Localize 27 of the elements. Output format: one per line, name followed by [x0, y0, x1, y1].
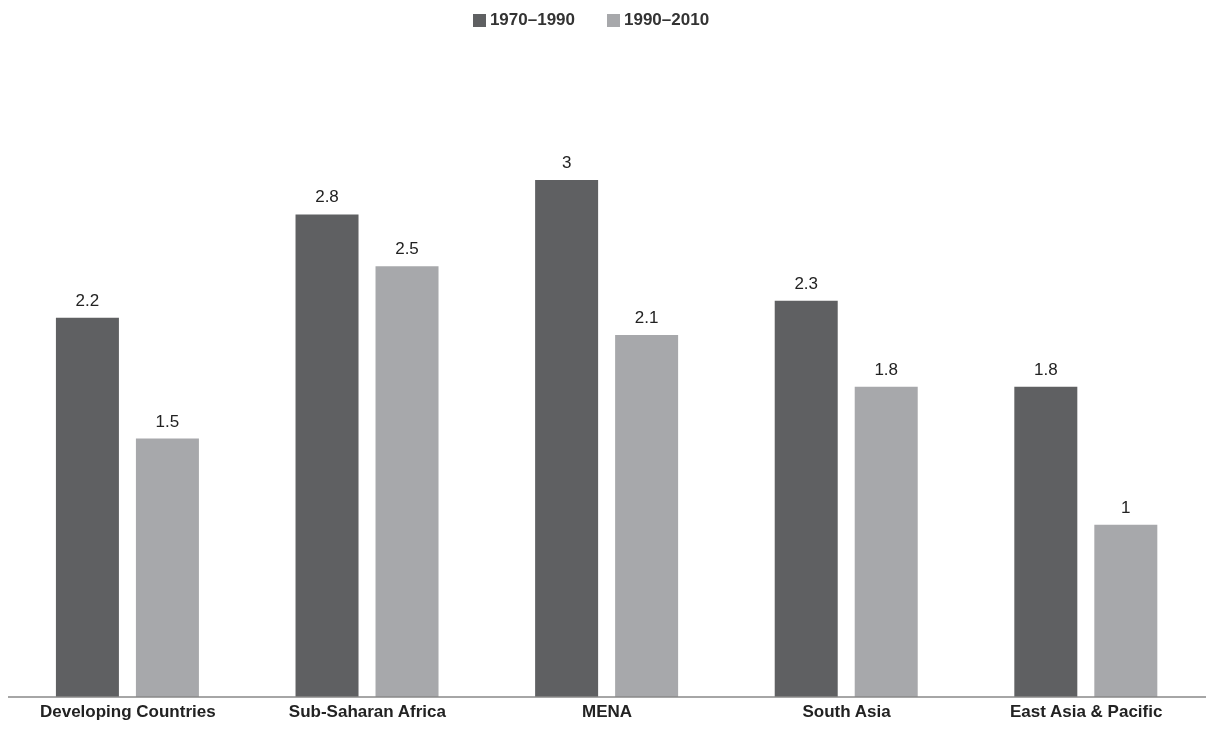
bar [615, 335, 679, 697]
data-label: 1.8 [874, 359, 899, 379]
data-label: 3 [561, 153, 572, 172]
data-label: 1.5 [155, 411, 180, 431]
bar [854, 386, 918, 697]
bar [55, 317, 119, 697]
bar [295, 214, 359, 697]
x-tick-label: Sub-Saharan Africa [288, 702, 447, 722]
x-tick-label: South Asia [802, 702, 892, 722]
x-tick-label: MENA [581, 702, 633, 722]
data-label: 2.2 [75, 290, 100, 310]
bar [1014, 386, 1078, 697]
legend-label: 1990–2010 [624, 10, 710, 29]
x-tick-label: Developing Countries [39, 702, 216, 722]
x-tick-label: East Asia & Pacific [1009, 702, 1163, 722]
bar [1094, 524, 1158, 697]
data-label: 1 [1121, 497, 1131, 517]
bar [375, 266, 439, 697]
bar [535, 180, 599, 697]
legend-label: 1970–1990 [489, 10, 575, 29]
data-label: 1.8 [1034, 359, 1058, 379]
bar [774, 300, 838, 697]
data-label: 2.8 [315, 187, 339, 207]
data-label: 2.3 [794, 273, 819, 293]
data-label: 2.5 [395, 239, 419, 259]
data-label: 2.1 [634, 308, 659, 328]
bar [135, 438, 199, 697]
